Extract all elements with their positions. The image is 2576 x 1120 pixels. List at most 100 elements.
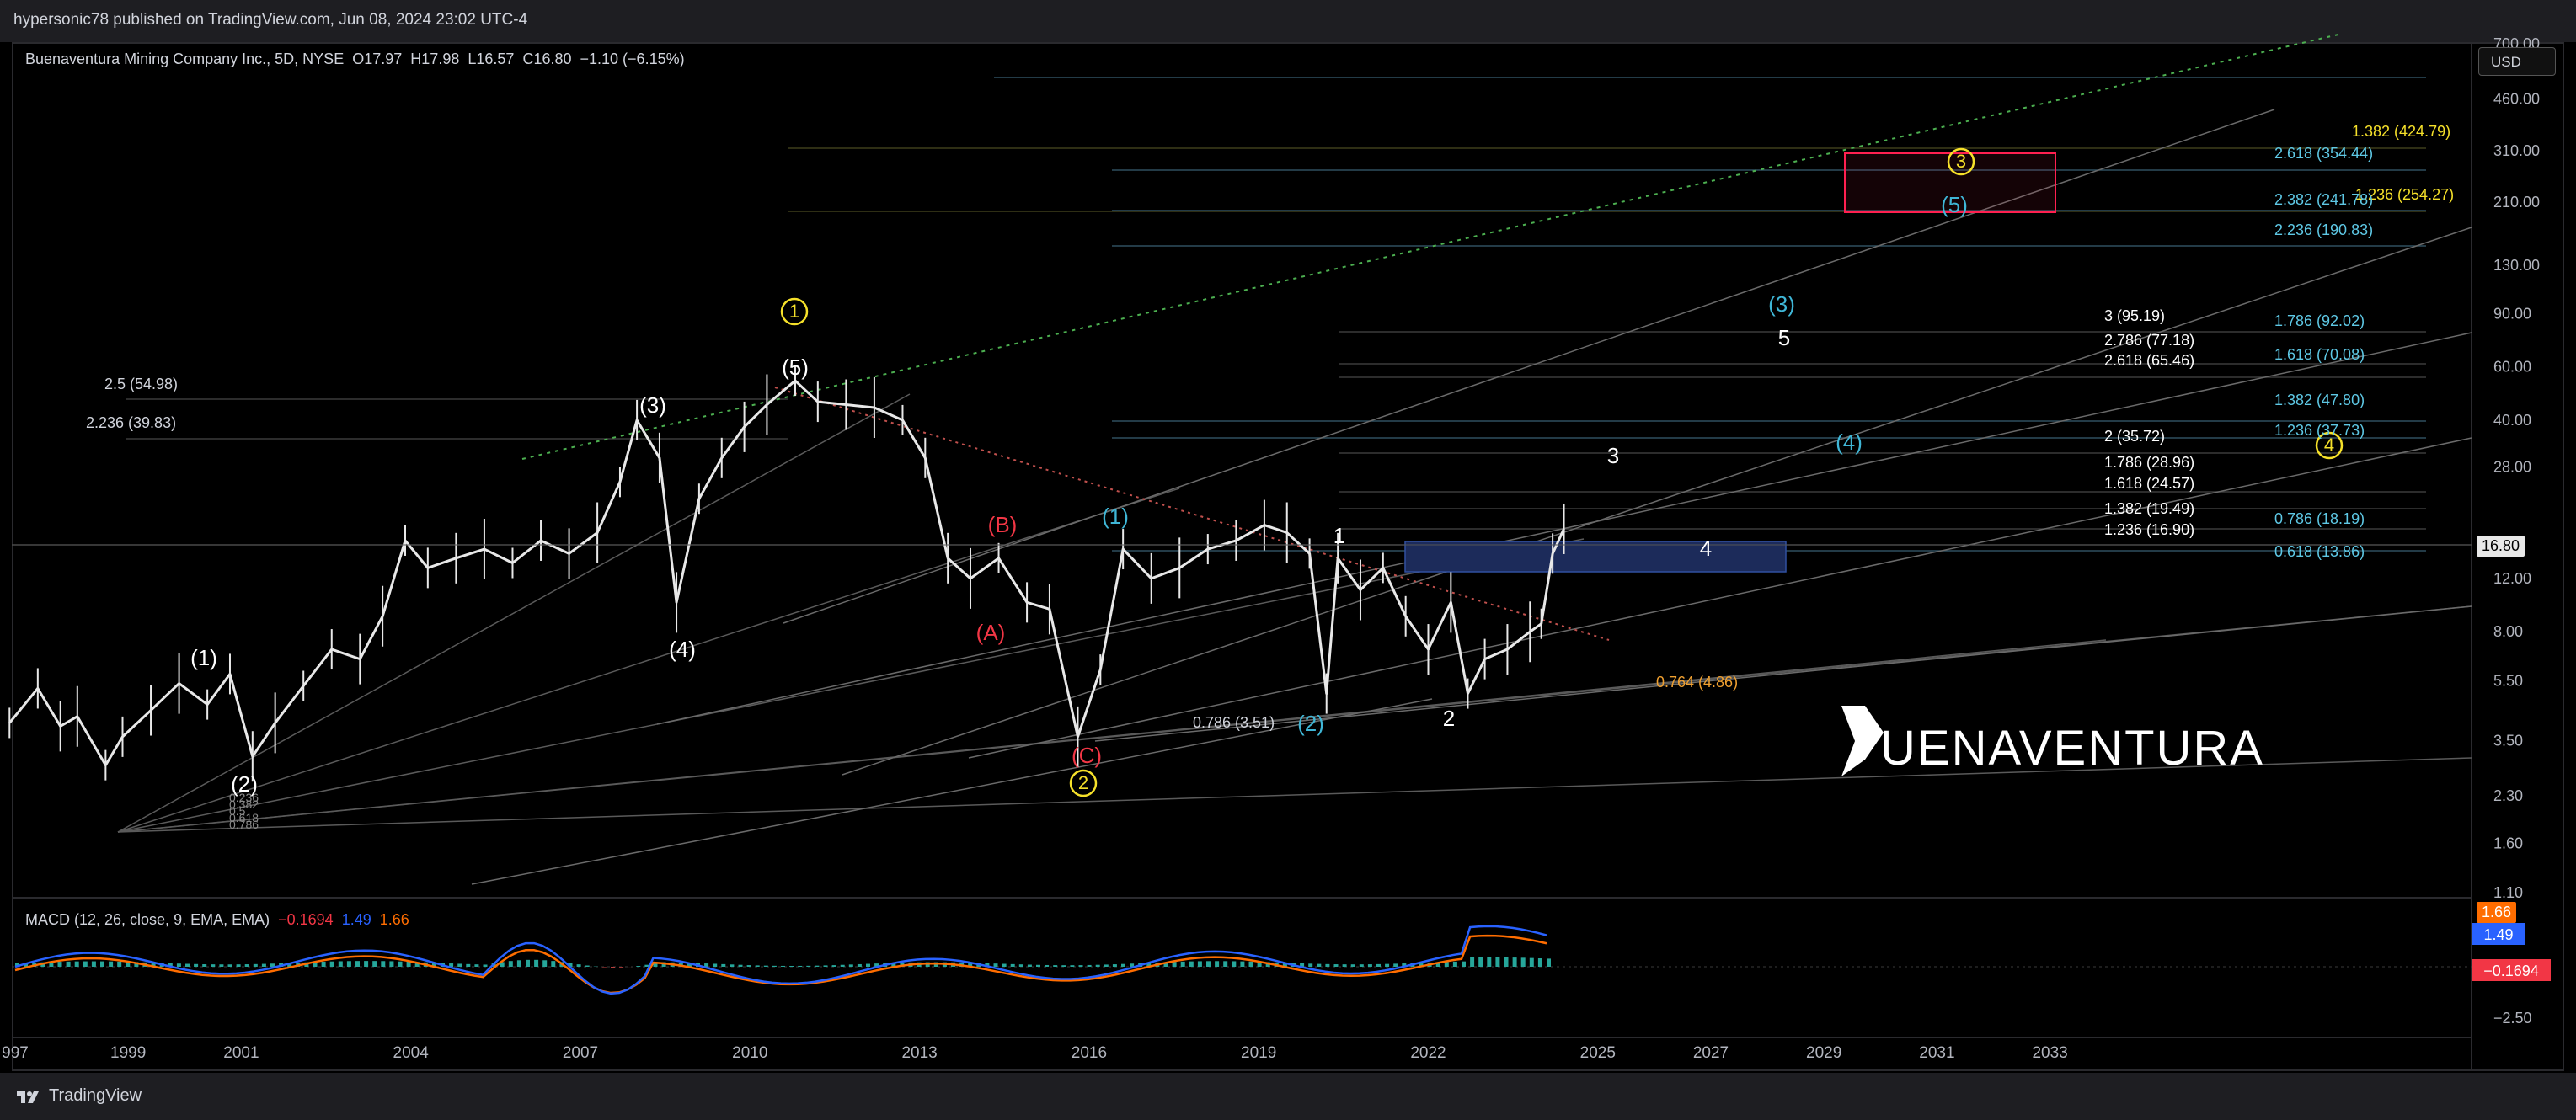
macd-line-tag: [2472, 923, 2525, 945]
macd-histogram-bar: [1419, 963, 1424, 967]
open-value: 17.97: [364, 51, 403, 67]
fib-label: 1.382 (47.80): [2274, 392, 2365, 408]
macd-histogram-bar: [619, 967, 624, 968]
macd-histogram-bar: [57, 962, 62, 967]
macd-histogram-bar: [1104, 964, 1109, 967]
macd-histogram-bar: [389, 961, 394, 967]
macd-histogram-bar: [381, 961, 386, 967]
macd-histogram-bar: [91, 961, 96, 967]
open-label: O: [352, 51, 365, 67]
wave-label: 4: [1700, 536, 1712, 561]
wave-label: 2: [1443, 706, 1455, 731]
macd-histogram-bar: [1308, 963, 1313, 967]
fan-label: 0.382: [229, 797, 259, 811]
macd-histogram-bar: [346, 961, 351, 967]
current-price-tag: 16.80: [2477, 536, 2525, 557]
chart-frame[interactable]: [12, 42, 2564, 1071]
tradingview-logo[interactable]: TradingView: [15, 1086, 142, 1106]
macd-histogram-bar: [1495, 957, 1500, 967]
macd-histogram-bar: [83, 961, 88, 967]
wave-label: (A): [976, 620, 1006, 645]
macd-histogram-bar: [746, 965, 751, 967]
symbol-legend[interactable]: Buenaventura Mining Company Inc., 5D, NY…: [25, 51, 685, 68]
macd-histogram-bar: [1070, 965, 1075, 967]
macd-histogram-bar: [721, 963, 726, 967]
macd-histogram-bar: [687, 963, 692, 967]
macd-histogram-bar: [840, 964, 845, 967]
macd-histogram-bar: [1529, 957, 1534, 967]
y-tick-label: 12.00: [2493, 570, 2531, 587]
y-tick-label: 1.10: [2493, 884, 2523, 901]
y-tick-label: 3.50: [2493, 732, 2523, 749]
macd-histogram-bar: [372, 961, 377, 967]
macd-histogram-bar: [168, 963, 173, 967]
macd-histogram-bar: [227, 964, 232, 967]
macd-histogram-bar: [993, 963, 998, 967]
fib-label: 2 (35.72): [2104, 428, 2165, 445]
x-tick-label: 2029: [1806, 1044, 1841, 1062]
channel-line: [471, 698, 1433, 885]
macd-histogram-bar: [891, 963, 896, 967]
wave-label: (C): [1072, 743, 1102, 768]
wave-label: 5: [1778, 325, 1790, 350]
fib-label: 2.236 (39.83): [86, 414, 176, 431]
macd-histogram-bar: [798, 965, 803, 967]
macd-histogram-bar: [202, 964, 207, 967]
macd-histogram-bar: [585, 965, 590, 967]
high-label: H: [410, 51, 422, 67]
macd-histogram-bar: [109, 961, 114, 967]
y-tick-label: 28.00: [2493, 459, 2531, 476]
macd-histogram-bar: [534, 959, 539, 967]
wave-label: 3: [1607, 443, 1619, 468]
company-logo: UENAVENTURA: [1836, 699, 2376, 783]
x-tick-label: 2033: [2032, 1044, 2067, 1062]
low-label: L: [468, 51, 477, 67]
macd-histogram-bar: [253, 963, 258, 967]
macd-signal-tag: 1.66: [2477, 902, 2517, 923]
x-tick-label: 2013: [901, 1044, 937, 1062]
channel-line: [842, 227, 2472, 776]
macd-histogram-bar: [1444, 962, 1449, 967]
macd-legend[interactable]: MACD (12, 26, close, 9, EMA, EMA) −0.169…: [25, 911, 409, 929]
macd-histogram-bar: [866, 963, 870, 967]
macd-histogram-bar: [483, 964, 488, 967]
y-tick-label: 5.50: [2493, 673, 2523, 690]
macd-histogram-bar: [457, 963, 462, 967]
fib-fan-line: [117, 757, 2472, 833]
wave-label: (3): [639, 392, 666, 418]
x-tick-label: 2010: [732, 1044, 767, 1062]
macd-histogram-bar: [636, 966, 641, 967]
macd-signal-value: 1.66: [379, 911, 409, 928]
macd-histogram-bar: [1282, 963, 1287, 967]
x-tick-label: 2016: [1072, 1044, 1107, 1062]
fib-label: 2.618 (65.46): [2104, 352, 2194, 369]
macd-histogram-bar: [1027, 964, 1032, 967]
macd-histogram-bar: [431, 963, 436, 967]
macd-axis-label: −2.50: [2493, 1010, 2532, 1027]
macd-histogram-bar: [1359, 964, 1364, 967]
currency-button[interactable]: USD: [2478, 47, 2556, 76]
macd-histogram-bar: [1487, 957, 1492, 967]
macd-histogram-bar: [1547, 958, 1551, 967]
footer-brand: TradingView: [49, 1086, 142, 1105]
x-tick-label: 1999: [110, 1044, 146, 1062]
macd-histogram-bar: [338, 961, 343, 967]
macd-histogram-bar: [1018, 964, 1023, 967]
wave-circle-marker: [1069, 769, 1098, 797]
close-label: C: [522, 51, 534, 67]
macd-histogram-bar: [1121, 963, 1125, 967]
macd-histogram-bar: [1333, 964, 1339, 967]
macd-histogram-bar: [1470, 957, 1475, 967]
wave-label: (B): [988, 512, 1018, 537]
fan-label: 0.618: [229, 811, 259, 824]
fib-fan-line: [117, 393, 911, 833]
low-value: 16.57: [476, 51, 515, 67]
y-tick-label: 90.00: [2493, 305, 2531, 322]
fan-label: 0.786: [229, 818, 259, 831]
macd-label: MACD (12, 26, close, 9, EMA, EMA): [25, 911, 270, 928]
y-tick-label: 8.00: [2493, 623, 2523, 640]
macd-histogram-bar: [24, 963, 29, 967]
fib-label: 2.5 (54.98): [104, 376, 178, 392]
macd-histogram-bar: [1520, 957, 1526, 967]
